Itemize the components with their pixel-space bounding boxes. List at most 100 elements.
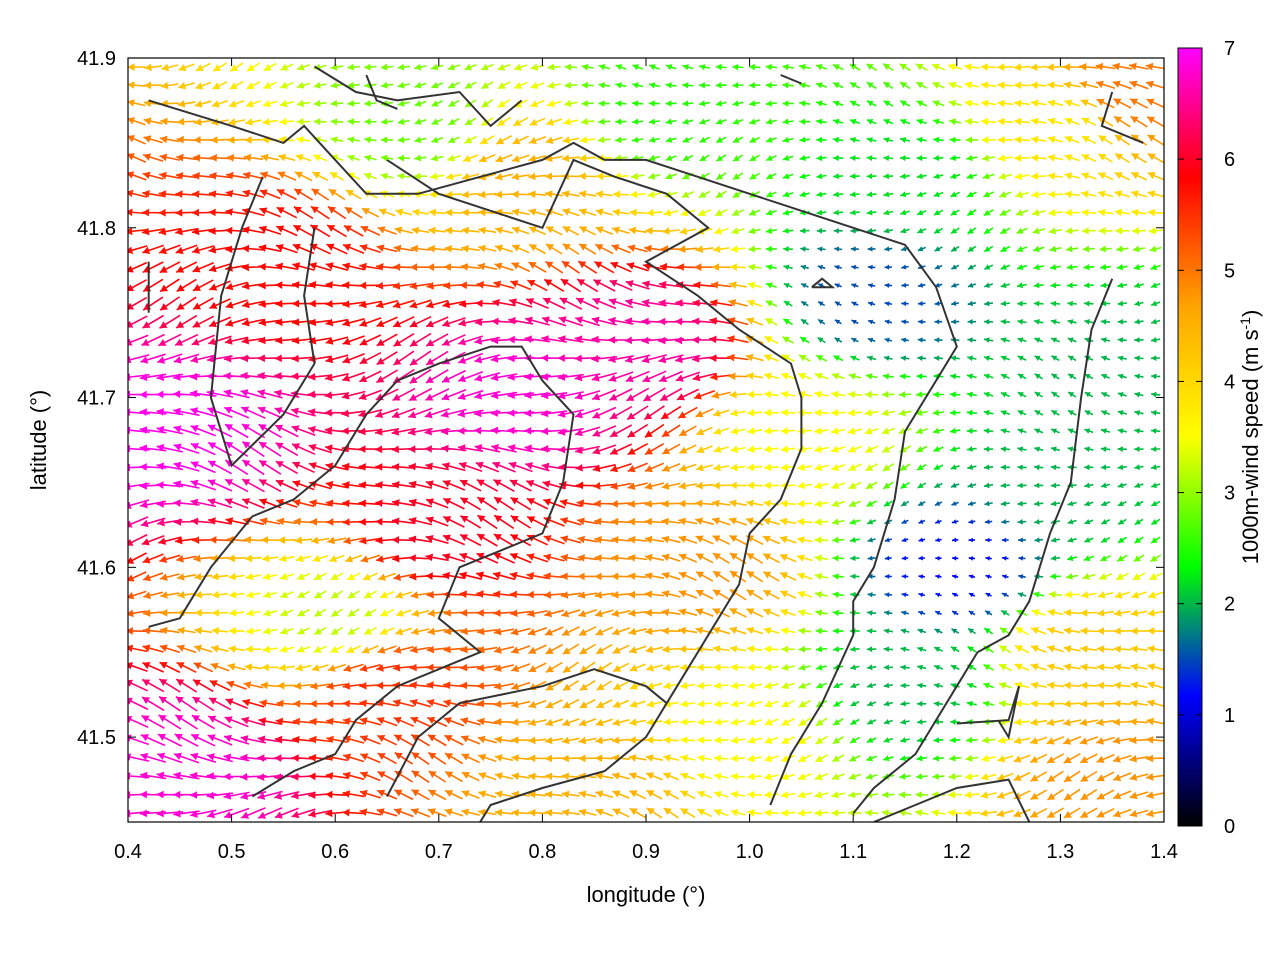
wind-arrow <box>612 718 630 727</box>
wind-arrow <box>627 500 648 508</box>
wind-arrow <box>242 189 265 199</box>
wind-arrow <box>246 81 261 90</box>
wind-arrow <box>695 553 714 564</box>
wind-arrow <box>1063 718 1082 727</box>
wind-arrow <box>309 717 331 726</box>
wind-arrow <box>729 626 747 635</box>
wind-arrow <box>1130 609 1148 617</box>
wind-arrow <box>224 498 249 509</box>
wind-arrow <box>934 610 942 616</box>
wind-arrow <box>682 100 694 107</box>
wind-arrow <box>156 444 184 453</box>
wind-arrow <box>611 244 631 254</box>
wind-arrow <box>712 535 731 546</box>
wind-arrow <box>1067 391 1077 398</box>
wind-arrow <box>866 100 877 107</box>
wind-arrow <box>728 372 748 381</box>
wind-arrow <box>997 755 1014 763</box>
wind-arrow <box>747 681 762 690</box>
wind-arrow <box>258 423 282 439</box>
wind-arrow <box>544 790 564 799</box>
wind-arrow <box>997 136 1013 144</box>
wind-arrow <box>223 734 250 745</box>
wind-arrow <box>678 608 698 617</box>
wind-arrow <box>543 572 565 580</box>
wind-arrow <box>967 300 977 307</box>
wind-arrow <box>364 136 377 144</box>
wind-arrow <box>798 63 811 71</box>
wind-arrow <box>866 173 877 180</box>
wind-arrow <box>344 206 363 219</box>
wind-arrow <box>712 589 730 601</box>
wind-arrow <box>850 246 859 252</box>
wind-arrow <box>493 682 515 690</box>
wind-arrow <box>311 188 330 201</box>
wind-arrow <box>1100 264 1111 271</box>
wind-arrow <box>1062 735 1082 745</box>
wind-arrow <box>899 773 911 780</box>
wind-arrow <box>900 209 910 216</box>
wind-arrow <box>1017 373 1027 380</box>
wind-arrow <box>951 264 960 270</box>
wind-arrow <box>1083 282 1094 289</box>
wind-arrow <box>425 553 449 562</box>
wind-arrow <box>1080 609 1098 617</box>
wind-arrow <box>1114 591 1131 599</box>
wind-arrow <box>176 555 197 563</box>
wind-arrow <box>983 355 994 362</box>
wind-arrow <box>982 172 995 180</box>
wind-arrow <box>765 63 778 71</box>
wind-arrow <box>309 735 332 744</box>
wind-arrow <box>781 735 795 745</box>
wind-arrow <box>882 463 895 472</box>
wind-arrow <box>476 533 498 547</box>
wind-arrow <box>142 244 165 254</box>
wind-arrow <box>326 224 347 238</box>
wind-arrow <box>1049 264 1061 271</box>
wind-arrow <box>696 663 713 672</box>
wind-arrow <box>342 771 365 781</box>
wind-arrow <box>476 664 498 672</box>
wind-arrow <box>847 445 862 453</box>
wind-arrow <box>261 554 279 563</box>
wind-arrow <box>715 136 727 144</box>
wind-arrow <box>1117 536 1127 544</box>
wind-arrow <box>397 63 410 71</box>
wind-arrow <box>934 264 943 270</box>
wind-arrow <box>497 81 511 90</box>
wind-arrow <box>562 718 580 727</box>
wind-arrow <box>243 153 264 162</box>
wind-arrow <box>1014 644 1030 654</box>
wind-arrow <box>379 627 395 635</box>
wind-arrow <box>713 790 729 799</box>
wind-arrow <box>849 754 861 762</box>
wind-arrow <box>610 463 632 473</box>
wind-arrow <box>330 572 344 581</box>
wind-arrow <box>848 791 862 799</box>
wind-arrow <box>347 118 360 126</box>
wind-arrow <box>730 445 746 453</box>
wind-arrow <box>1046 626 1064 635</box>
wind-arrow <box>431 118 443 125</box>
wind-arrow <box>525 480 549 491</box>
wind-arrow <box>442 497 465 510</box>
wind-arrow <box>524 316 550 326</box>
wind-arrow <box>428 226 447 235</box>
wind-arrow <box>241 244 265 253</box>
wind-arrow <box>999 209 1011 217</box>
wind-arrow <box>561 808 580 817</box>
wind-arrow <box>1032 245 1045 253</box>
wind-arrow <box>142 661 165 673</box>
wind-arrow <box>444 789 463 800</box>
wind-arrow <box>765 154 777 162</box>
wind-arrow <box>244 554 262 563</box>
wind-arrow <box>834 319 842 325</box>
wind-arrow <box>1049 245 1062 253</box>
x-tick-label: 1.1 <box>839 841 867 863</box>
wind-arrow <box>574 426 601 437</box>
wind-arrow <box>1063 627 1081 635</box>
wind-arrow <box>611 591 631 599</box>
wind-arrow <box>228 590 245 599</box>
wind-arrow <box>513 81 528 89</box>
wind-arrow <box>798 354 811 362</box>
